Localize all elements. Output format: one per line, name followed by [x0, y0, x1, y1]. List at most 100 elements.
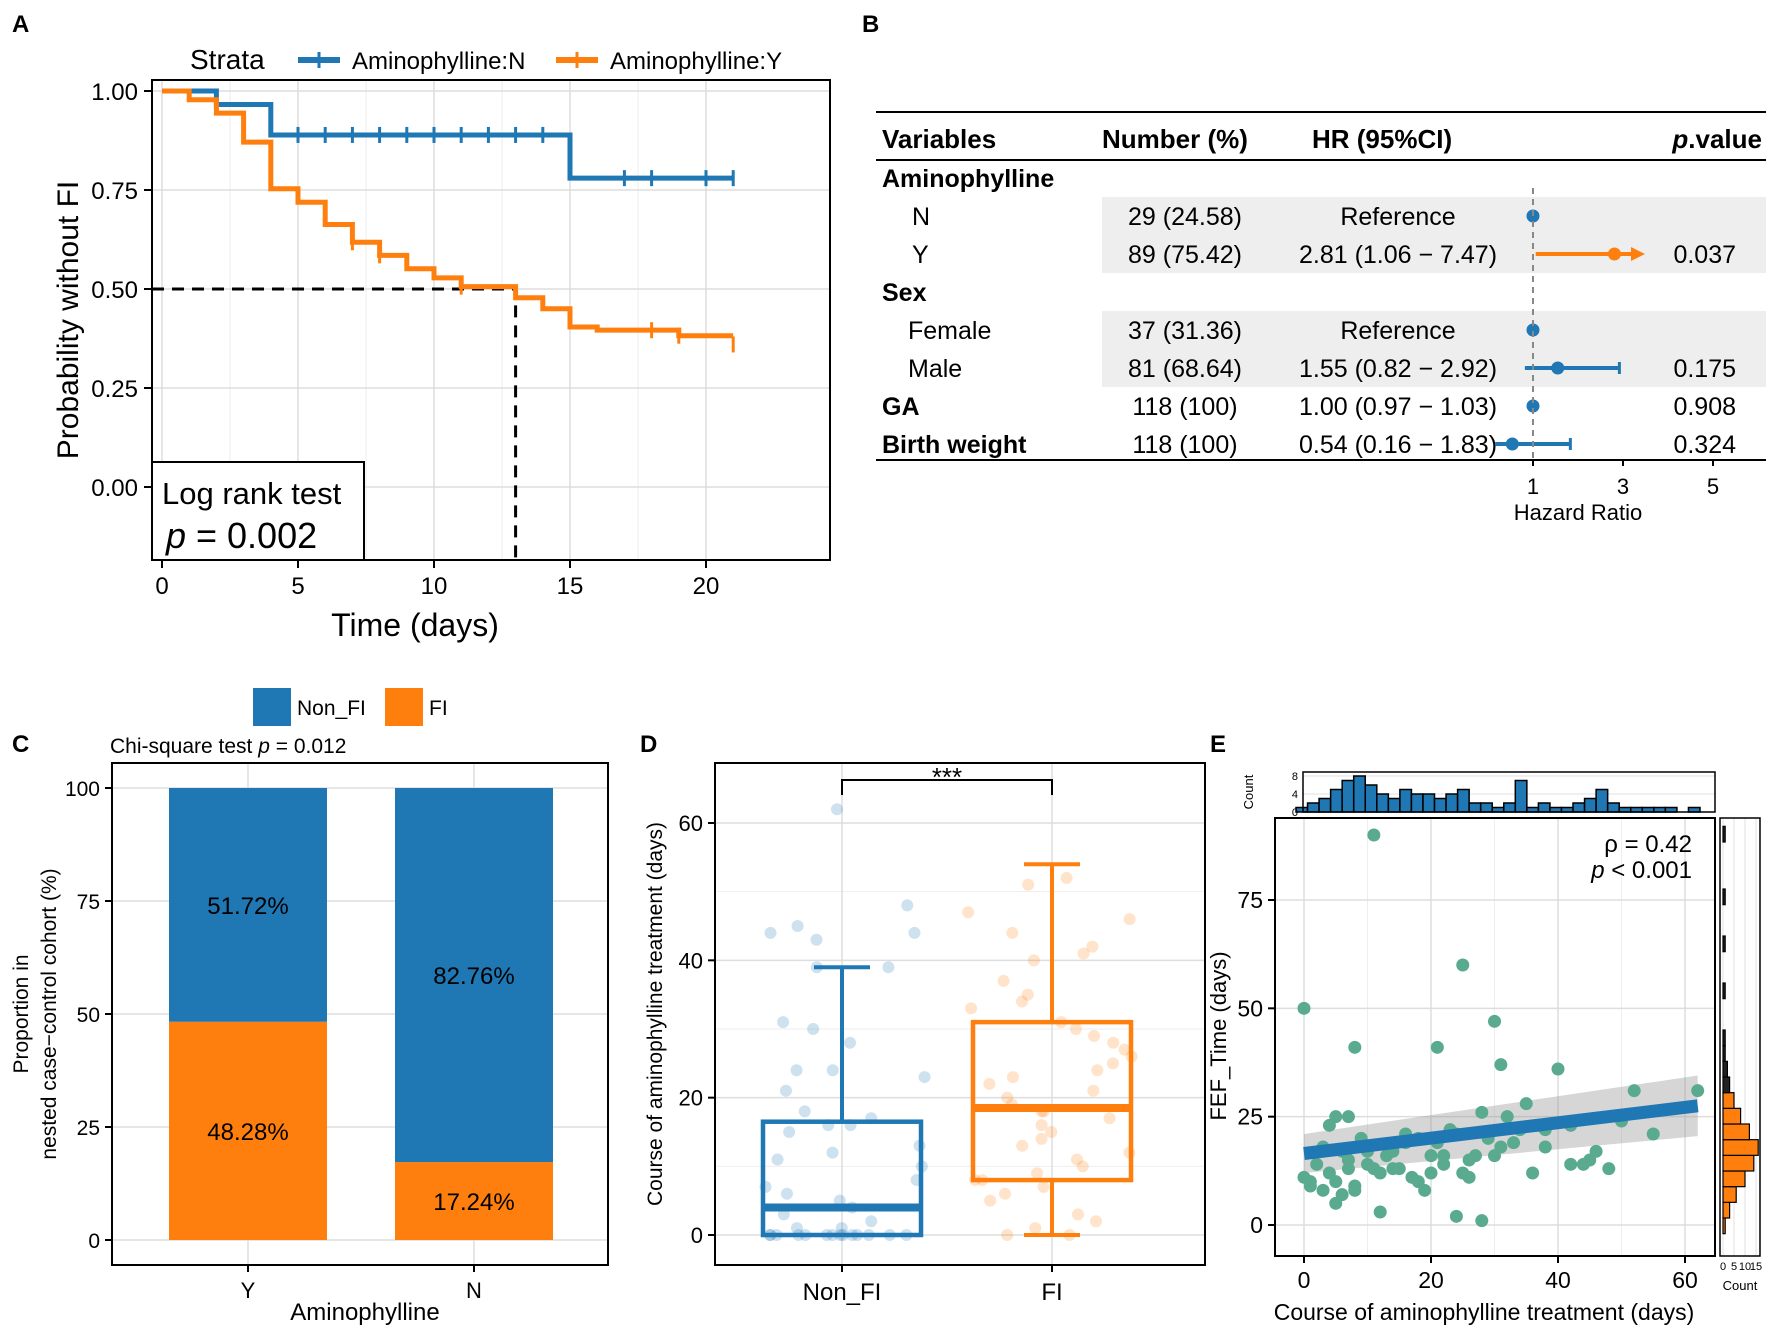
- forest-row-label: Y: [912, 241, 929, 269]
- km-x-tick-label: 20: [693, 573, 720, 600]
- forest-rows: Aminophylline N 29 (24.58) Reference Y 89 (75…: [882, 165, 1736, 459]
- box-jitter-point: [1123, 913, 1136, 926]
- box-jitter-point: [1037, 1180, 1050, 1193]
- forest-point: [1551, 361, 1565, 375]
- bar-segment-non_fi: [395, 788, 553, 1163]
- forest-row-shading: [1102, 311, 1766, 349]
- box-jitter-point: [1107, 1036, 1120, 1049]
- scatter-point: [1589, 1144, 1603, 1158]
- scatter-point: [1475, 1214, 1489, 1228]
- forest-row-p: 0.908: [1673, 393, 1736, 421]
- bar-legend-label-fi: FI: [429, 697, 448, 720]
- forest-header-pvalue: p.value: [1671, 124, 1762, 154]
- box-jitter-point: [1070, 1153, 1083, 1166]
- bar-legend-key-nonfi: [253, 688, 291, 726]
- forest-plot: 1 3 5: [1495, 188, 1719, 499]
- scatter-point: [1329, 1196, 1343, 1210]
- box-y-tick-label: 0: [691, 1223, 703, 1248]
- box-jitter-point: [1006, 1071, 1019, 1084]
- bar-y-label-1: Proportion in: [10, 954, 33, 1073]
- top-histogram-bar: [1376, 793, 1390, 813]
- scatter-point: [1475, 1105, 1489, 1119]
- bar-y-tick-label: 75: [77, 891, 100, 914]
- forest-row-number: 118 (100): [1132, 431, 1237, 459]
- right-histogram-bar: [1722, 1045, 1726, 1062]
- scatter-top-histogram: 0 4 8: [1292, 771, 1715, 819]
- box-jitter-point: [901, 899, 914, 912]
- bar-y-tick-label: 100: [65, 778, 100, 801]
- right-histogram-bar: [1722, 1076, 1731, 1094]
- box-jitter-point: [810, 933, 823, 946]
- box-x-tick-label: Non_FI: [803, 1279, 882, 1306]
- top-histogram-bar: [1537, 802, 1551, 813]
- km-x-tick-label: 15: [557, 573, 584, 600]
- box-jitter-point: [826, 1064, 839, 1077]
- top-histogram-frame: [1302, 771, 1716, 813]
- forest-row-shading: [1102, 235, 1766, 273]
- box-jitter-point: [1045, 1126, 1058, 1138]
- right-histogram-bar: [1722, 1217, 1726, 1235]
- box-y-tick-label: 40: [679, 948, 703, 973]
- bar-legend-label-nonfi: Non_FI: [297, 697, 366, 720]
- box-jitter-point: [908, 926, 921, 939]
- scatter-x-tick-label: 0: [1298, 1267, 1311, 1293]
- right-histogram-bar: [1722, 1186, 1737, 1203]
- forest-header-variables: Variables: [882, 124, 996, 154]
- km-plot-frame: [151, 79, 831, 561]
- scatter-point: [1488, 1014, 1501, 1028]
- bar-data-label: 51.72%: [207, 893, 288, 920]
- km-axes: 0 5 10 15 20 0.00 0.25 0.50 0.75 1.00: [91, 79, 719, 600]
- box-plot-frame: [714, 762, 1206, 1266]
- right-histogram-bar: [1722, 825, 1726, 843]
- top-histogram-bar: [1445, 793, 1459, 813]
- box-jitter-point: [1071, 1208, 1084, 1221]
- box-jitter-point: [865, 1215, 878, 1228]
- top-histogram-tick-label: 4: [1292, 789, 1298, 801]
- right-histogram-tick-label: 5: [1731, 1261, 1737, 1273]
- box-jitter-point: [918, 1071, 931, 1084]
- box-jitter-point: [790, 1064, 803, 1077]
- scatter-point: [1519, 1097, 1533, 1111]
- scatter-point: [1386, 1162, 1400, 1176]
- forest-header-hr: HR (95%CI): [1312, 124, 1452, 154]
- scatter-point: [1437, 1149, 1451, 1163]
- box-jitter-point: [1118, 1043, 1131, 1056]
- scatter-x-tick-label: 60: [1672, 1267, 1698, 1293]
- panel-label-b: B: [862, 11, 879, 38]
- scatter-axes: 0 20 40 60 0 25 50 75: [1237, 887, 1697, 1293]
- box-jitter-point: [771, 1153, 784, 1166]
- forest-row-p: 0.175: [1673, 355, 1736, 383]
- panel-label-a: A: [12, 11, 29, 38]
- forest-row-label: N: [912, 203, 930, 231]
- scatter-point: [1367, 1162, 1381, 1176]
- km-logrank-p-label: p: [165, 515, 186, 556]
- top-histogram-bar: [1606, 802, 1620, 813]
- scatter-point: [1456, 958, 1470, 972]
- scatter-point: [1297, 1001, 1311, 1015]
- box-jitter-point: [1076, 1160, 1089, 1173]
- box-jitter-point: [965, 1002, 978, 1015]
- box-y-tick-label: 20: [679, 1086, 703, 1111]
- scatter-point: [1456, 1166, 1470, 1180]
- right-histogram-bar: [1722, 935, 1726, 953]
- box-jitter-point: [843, 1036, 856, 1049]
- box-jitter-point: [1035, 1119, 1048, 1132]
- right-histogram-bar: [1722, 1060, 1729, 1078]
- top-histogram-bar: [1583, 797, 1597, 813]
- forest-header-number: Number (%): [1102, 124, 1248, 154]
- scatter-point: [1348, 1040, 1362, 1054]
- bar-panel: Non_FI FI Chi-square test p = 0.012 48.2…: [10, 688, 609, 1326]
- bar-x-label: Aminophylline: [290, 1299, 439, 1326]
- box-axes: 0 20 40 60 Non_FI FI: [679, 811, 1063, 1306]
- bar-legend-key-fi: [385, 688, 423, 726]
- bar-y-tick-label: 25: [77, 1117, 100, 1140]
- forest-point: [1526, 399, 1540, 413]
- forest-row-label: Aminophylline: [882, 165, 1054, 193]
- forest-x-tick-label: 5: [1707, 474, 1719, 499]
- right-histogram-bar: [1722, 888, 1726, 906]
- scatter-point: [1449, 1209, 1463, 1223]
- top-histogram-count-label: Count: [1241, 774, 1256, 809]
- box-jitter-point: [983, 1077, 996, 1090]
- scatter-x-label: Course of aminophylline treatment (days): [1274, 1299, 1695, 1325]
